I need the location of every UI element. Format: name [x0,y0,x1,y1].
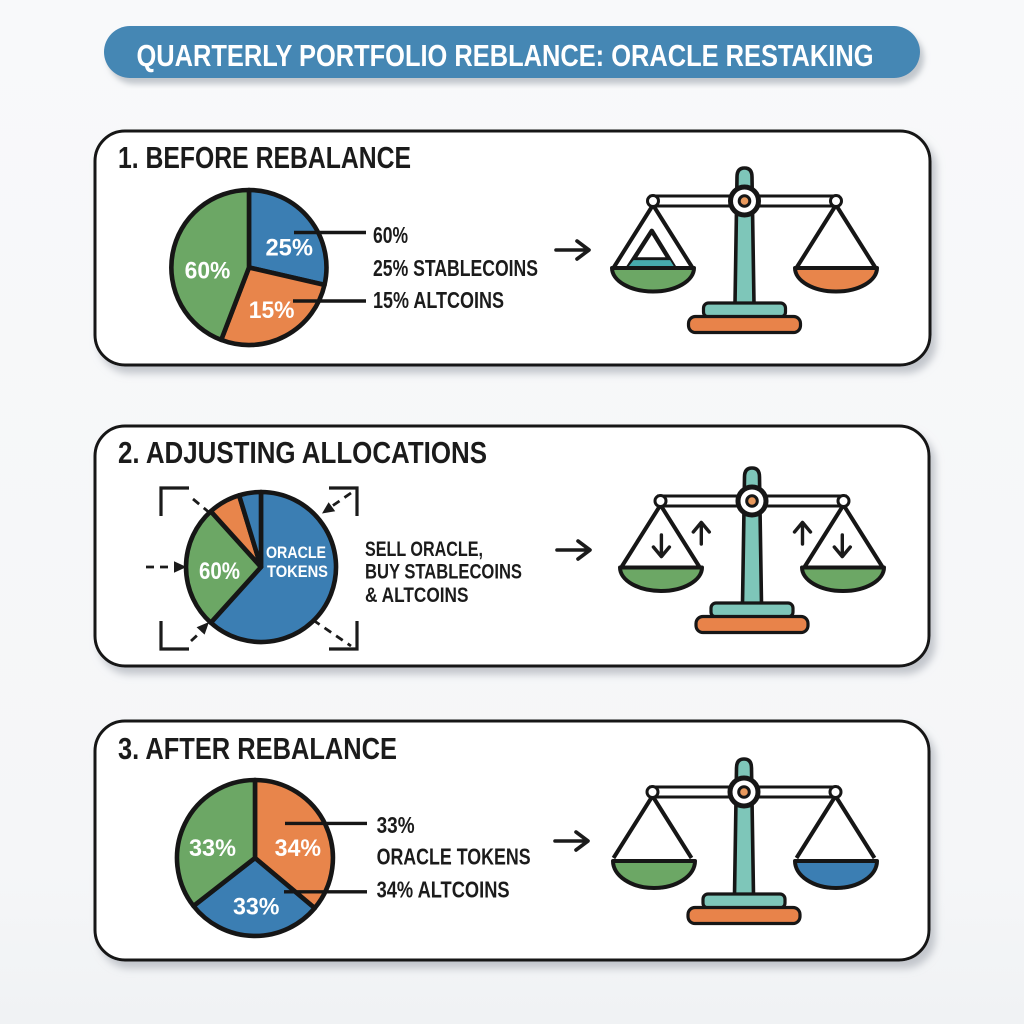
svg-text:1. BEFORE REBALANCE: 1. BEFORE REBALANCE [118,140,411,175]
svg-text:ORACLE: ORACLE [266,544,326,562]
svg-text:15% ALTCOINS: 15% ALTCOINS [373,287,504,313]
svg-text:34% ALTCOINS: 34% ALTCOINS [377,877,510,903]
svg-text:2. ADJUSTING ALLOCATIONS: 2. ADJUSTING ALLOCATIONS [118,435,487,470]
svg-text:25%: 25% [265,235,313,262]
svg-text:3. AFTER REBALANCE: 3. AFTER REBALANCE [118,731,397,766]
svg-text:15%: 15% [249,297,295,324]
svg-text:TOKENS: TOKENS [267,563,328,581]
svg-text:BUY STABLECOINS: BUY STABLECOINS [365,561,522,584]
svg-text:60%: 60% [199,558,240,585]
svg-text:60%: 60% [373,222,408,248]
svg-text:SELL ORACLE,: SELL ORACLE, [365,538,483,561]
svg-text:QUARTERLY PORTFOLIO REBLANCE:: QUARTERLY PORTFOLIO REBLANCE: ORACLE RES… [137,38,874,73]
svg-text:34%: 34% [275,835,321,862]
svg-text:60%: 60% [185,257,231,284]
svg-text:33%: 33% [377,812,415,838]
svg-text:& ALTCOINS: & ALTCOINS [365,584,469,607]
svg-text:25% STABLECOINS: 25% STABLECOINS [373,255,538,281]
svg-text:33%: 33% [233,893,280,920]
svg-text:33%: 33% [189,835,236,862]
svg-text:ORACLE TOKENS: ORACLE TOKENS [377,844,531,870]
